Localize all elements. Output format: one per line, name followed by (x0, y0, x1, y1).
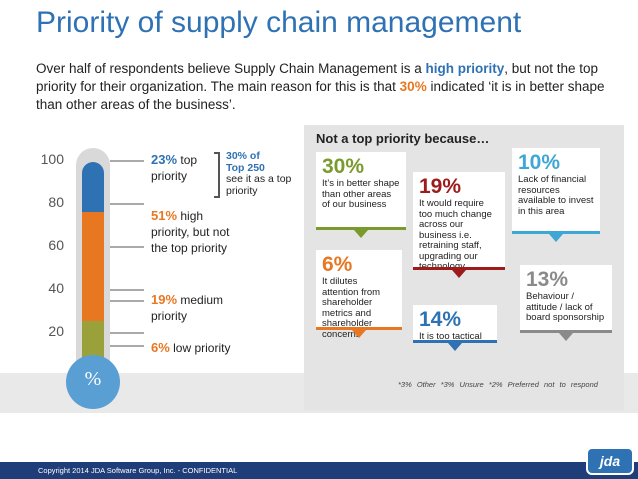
segment-text: top priority (151, 153, 198, 183)
y-tick-mark (110, 203, 144, 205)
reason-text: It dilutes attention from shareholder me… (322, 276, 381, 340)
callout-line-1: 30% of (226, 150, 260, 162)
reason-pointer (549, 234, 563, 242)
y-tick-label: 60 (48, 237, 64, 253)
reason-card-body: 30% It’s in better shape than other areas… (316, 152, 406, 214)
reason-card: 10% Lack of financial resources available… (512, 148, 600, 242)
reason-card-body: 14% It is too tactical (413, 305, 497, 346)
jda-logo: jda (586, 447, 634, 475)
reason-percent: 19% (419, 175, 462, 198)
segment-percent: 23% (151, 152, 178, 167)
reason-color-bar (316, 327, 402, 330)
callout-brace (214, 152, 220, 198)
y-tick-label: 80 (48, 194, 64, 210)
reason-percent: 30% (322, 155, 365, 178)
thermometer-segment (82, 211, 104, 322)
callout-line-3: see it as a top priority (226, 173, 292, 197)
subtitle-highlight-2: 30% (399, 79, 427, 94)
segment-percent: 6% (151, 340, 170, 355)
segment-text: low priority (169, 341, 231, 355)
reason-card-body: 13% Behaviour / attitude / lack of board … (520, 265, 612, 327)
thermometer-bulb (66, 355, 120, 409)
subtitle-part-2: , but not the top priority for their org… (36, 61, 599, 94)
reason-pointer (559, 333, 573, 341)
panel-heading: Not a top priority because… (316, 131, 490, 146)
reason-percent: 13% (526, 268, 569, 291)
reason-text: Lack of financial resources available to… (518, 174, 594, 217)
reason-text: It’s in better shape than other areas of… (322, 178, 400, 210)
reason-card-body: 6% It dilutes attention from shareholder … (316, 250, 402, 343)
reason-pointer (448, 343, 462, 351)
reason-card-body: 19% It would require too much change acro… (413, 172, 505, 276)
reason-pointer (354, 230, 368, 238)
reason-percent: 10% (518, 151, 561, 174)
reason-percent: 14% (419, 308, 462, 331)
reason-color-bar (413, 340, 497, 343)
y-tick-label: 40 (48, 280, 64, 296)
segment-label: 19% medium priority (151, 292, 237, 324)
thermometer-bulb-label: % (84, 368, 102, 390)
segment-percent: 51% (151, 208, 178, 223)
y-tick-mark (110, 246, 144, 248)
reason-pointer (452, 270, 466, 278)
reason-color-bar (413, 267, 505, 270)
y-tick-mark (110, 332, 144, 334)
copyright-text: Copyright 2014 JDA Software Group, Inc. … (38, 466, 238, 475)
thermometer-segment (82, 321, 104, 363)
subtitle-highlight-1: high priority (425, 61, 505, 76)
segment-connector (110, 300, 144, 302)
segment-label: 6% low priority (151, 340, 251, 356)
footnotes: *3% Other *3% Unsure *2% Preferred not t… (398, 380, 598, 389)
subtitle-part-1: Over half of respondents believe Supply … (36, 61, 426, 76)
segment-percent: 19% (151, 292, 178, 307)
top250-callout: 30% of Top 250 see it as a top priority (226, 150, 296, 197)
segment-text: medium priority (151, 293, 224, 323)
segment-label: 23% top priority (151, 152, 219, 184)
subtitle-part-3: indicated ‘it is in better shape than ot… (36, 79, 605, 112)
reason-card: 13% Behaviour / attitude / lack of board … (520, 265, 612, 341)
segment-connector (110, 345, 144, 347)
reason-percent: 6% (322, 253, 353, 276)
reason-text: Behaviour / attitude / lack of board spo… (526, 291, 605, 323)
segment-label: 51% high priority, but not the top prior… (151, 208, 231, 256)
subtitle: Over half of respondents believe Supply … (36, 60, 626, 114)
reason-card: 30% It’s in better shape than other areas… (316, 152, 406, 238)
reason-card-body: 10% Lack of financial resources available… (512, 148, 600, 220)
reason-color-bar (316, 227, 406, 230)
reason-color-bar (520, 330, 612, 333)
reason-color-bar (512, 231, 600, 234)
reason-card: 14% It is too tactical (413, 305, 497, 351)
y-tick-mark (110, 289, 144, 291)
reason-card: 19% It would require too much change acro… (413, 172, 505, 278)
segment-text: high priority, but not the top priority (151, 209, 230, 255)
reason-pointer (352, 330, 366, 338)
reason-text: It would require too much change across … (419, 198, 492, 271)
page-title: Priority of supply chain management (36, 6, 522, 39)
y-tick-label: 100 (40, 151, 64, 167)
reason-text: It is too tactical (419, 331, 482, 342)
y-tick-mark (110, 160, 144, 162)
footer-bar (0, 462, 638, 479)
callout-line-2: Top 250 (226, 161, 265, 174)
reason-card: 6% It dilutes attention from shareholder … (316, 250, 402, 339)
y-tick-label: 20 (48, 323, 64, 339)
thermometer-segment (82, 162, 104, 212)
